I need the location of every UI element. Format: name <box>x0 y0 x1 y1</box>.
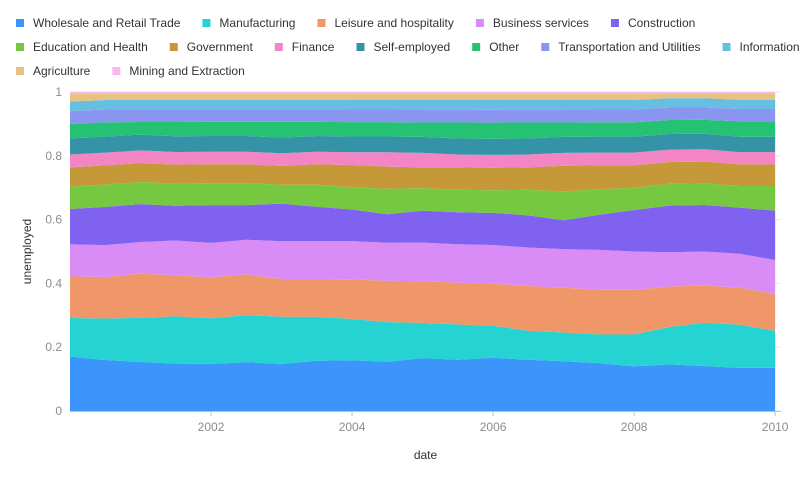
legend-label: Construction <box>628 16 695 30</box>
legend-swatch <box>202 19 211 27</box>
axes: 0 0.2 0.4 0.6 0.8 1 2002 2004 2006 2008 2010 <box>45 85 789 434</box>
x-tick-label: 2006 <box>480 420 507 434</box>
legend-swatch <box>169 43 178 51</box>
x-tick-label: 2010 <box>762 420 789 434</box>
legend-label: Manufacturing <box>219 16 295 30</box>
x-axis-title: date <box>414 448 438 462</box>
legend-label: Information <box>740 40 800 54</box>
area-transportation-and-utilities <box>70 107 776 125</box>
legend-swatch <box>475 19 484 27</box>
legend-item-other[interactable]: Other <box>472 40 519 54</box>
legend-label: Leisure and hospitality <box>334 16 453 30</box>
legend-label: Other <box>489 40 519 54</box>
area-wholesale-and-retail-trade <box>70 356 776 411</box>
legend-label: Mining and Extraction <box>129 64 244 78</box>
legend-swatch <box>16 43 24 51</box>
legend-swatch <box>541 43 550 51</box>
y-tick-label: 0.6 <box>45 213 62 227</box>
x-tick-label: 2004 <box>339 420 366 434</box>
area-construction <box>70 203 776 260</box>
legend-swatch <box>112 67 121 75</box>
legend-swatch <box>610 19 619 27</box>
area-finance <box>70 149 776 168</box>
y-tick-label: 0.2 <box>45 340 62 354</box>
legend-item-construction[interactable]: Construction <box>610 16 695 30</box>
area-manufacturing <box>70 315 776 368</box>
legend-label: Government <box>187 40 254 54</box>
y-axis-title: unemployed <box>20 219 34 284</box>
legend-item-finance[interactable]: Finance <box>274 40 335 54</box>
area-information <box>70 98 776 112</box>
legend-item-business-services[interactable]: Business services <box>475 16 589 30</box>
legend-swatch <box>317 19 326 27</box>
legend-item-wholesale-and-retail-trade[interactable]: Wholesale and Retail Trade <box>16 16 181 30</box>
legend-item-mining-and-extraction[interactable]: Mining and Extraction <box>112 64 245 78</box>
y-tick-label: 1 <box>55 85 62 99</box>
x-tick-label: 2008 <box>621 420 648 434</box>
area-series <box>70 92 776 411</box>
y-tick-label: 0.8 <box>45 149 62 163</box>
legend: Wholesale and Retail Trade Manufacturing L… <box>16 16 800 78</box>
legend-label: Agriculture <box>33 64 91 78</box>
x-tick-label: 2002 <box>198 420 225 434</box>
area-education-and-health <box>70 182 776 221</box>
legend-swatch <box>472 43 481 51</box>
area-other <box>70 119 776 139</box>
legend-swatch <box>722 43 731 51</box>
legend-label: Self-employed <box>373 40 450 54</box>
legend-item-self-employed[interactable]: Self-employed <box>356 40 450 54</box>
legend-label: Finance <box>292 40 335 54</box>
legend-swatch <box>16 67 24 75</box>
legend-item-transportation-and-utilities[interactable]: Transportation and Utilities <box>541 40 701 54</box>
y-tick-label: 0 <box>55 404 62 418</box>
legend-item-education-and-health[interactable]: Education and Health <box>16 40 148 54</box>
legend-swatch <box>16 19 24 27</box>
area-mining-and-extraction <box>70 92 776 94</box>
legend-label: Wholesale and Retail Trade <box>33 16 181 30</box>
legend-label: Business services <box>493 16 589 30</box>
legend-swatch <box>356 43 365 51</box>
legend-item-manufacturing[interactable]: Manufacturing <box>202 16 295 30</box>
legend-item-information[interactable]: Information <box>722 40 800 54</box>
area-government <box>70 161 776 192</box>
area-self-employed <box>70 133 776 155</box>
legend-label: Transportation and Utilities <box>558 40 700 54</box>
legend-item-government[interactable]: Government <box>169 40 254 54</box>
area-business-services <box>70 239 776 294</box>
legend-item-leisure-and-hospitality[interactable]: Leisure and hospitality <box>317 16 454 30</box>
legend-item-agriculture[interactable]: Agriculture <box>16 64 91 78</box>
legend-label: Education and Health <box>33 40 148 54</box>
area-leisure-and-hospitality <box>70 273 776 335</box>
legend-swatch <box>274 43 283 51</box>
area-agriculture <box>70 93 776 102</box>
y-tick-label: 0.4 <box>45 276 62 290</box>
